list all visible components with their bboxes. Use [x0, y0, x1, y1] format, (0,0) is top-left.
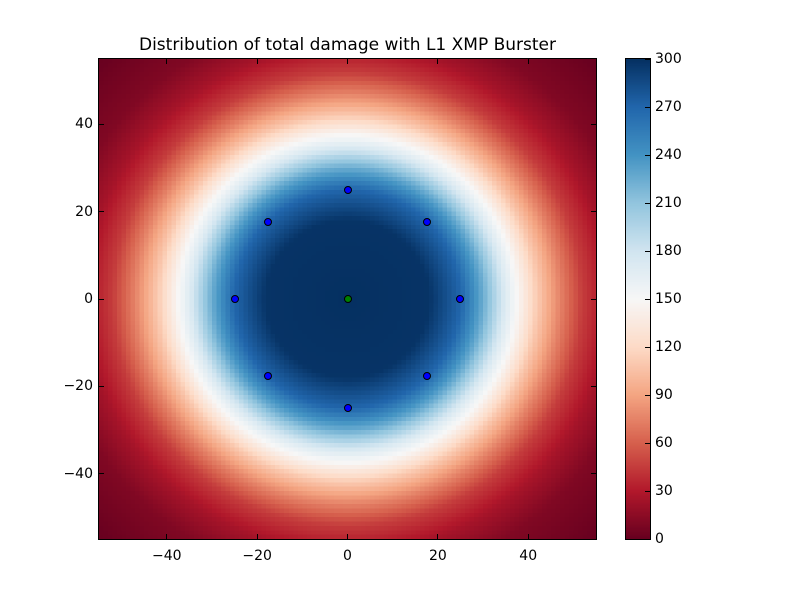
colorbar-tick-mark — [645, 346, 650, 348]
colorbar-tick-mark — [645, 538, 650, 540]
y-tick-mark — [591, 298, 596, 300]
resonator-marker — [263, 372, 272, 381]
colorbar-tick-label: 30 — [655, 483, 673, 499]
colorbar-tick-label: 150 — [655, 291, 682, 307]
x-tick-mark — [256, 59, 258, 64]
y-tick-mark — [591, 123, 596, 125]
colorbar-tick-mark — [645, 106, 650, 108]
colorbar-tick-label: 210 — [655, 195, 682, 211]
y-tick-mark — [99, 298, 104, 300]
x-tick-label: 0 — [343, 548, 352, 564]
x-tick-label: 40 — [519, 548, 538, 564]
resonator-marker — [343, 185, 352, 194]
x-tick-mark — [437, 59, 439, 64]
resonator-marker — [423, 217, 432, 226]
x-tick-mark — [527, 59, 529, 64]
y-tick-mark — [591, 385, 596, 387]
x-tick-mark — [166, 59, 168, 64]
y-tick-mark — [99, 123, 104, 125]
x-tick-mark — [527, 534, 529, 539]
y-tick-label: 40 — [75, 116, 93, 133]
resonator-marker — [343, 404, 352, 413]
x-tick-label: 20 — [428, 548, 447, 564]
colorbar-tick-label: 90 — [655, 387, 673, 403]
colorbar-tick-mark — [645, 442, 650, 444]
resonator-marker — [230, 295, 239, 303]
colorbar-tick-mark — [645, 250, 650, 252]
y-tick-mark — [591, 211, 596, 213]
colorbar-tick-label: 120 — [655, 339, 682, 355]
x-tick-mark — [256, 534, 258, 539]
y-tick-mark — [591, 473, 596, 475]
colorbar-tick-label: 300 — [655, 51, 682, 67]
colorbar-tick-label: 240 — [655, 147, 682, 163]
x-tick-mark — [437, 534, 439, 539]
colorbar-tick-mark — [645, 490, 650, 492]
x-tick-label: −40 — [151, 548, 182, 564]
colorbar-tick-label: 270 — [655, 99, 682, 115]
colorbar-tick-mark — [645, 58, 650, 60]
portal-marker — [343, 295, 352, 303]
colorbar-tick-label: 180 — [655, 243, 682, 259]
y-tick-label: −20 — [63, 378, 93, 395]
colorbar-tick-mark — [645, 394, 650, 396]
y-tick-mark — [99, 473, 104, 475]
heatmap-plot-area — [99, 59, 596, 539]
x-tick-mark — [347, 59, 348, 64]
x-tick-label: −20 — [242, 548, 272, 564]
colorbar-tick-mark — [645, 202, 650, 204]
resonator-marker — [456, 295, 465, 303]
colorbar-tick-mark — [645, 298, 650, 300]
colorbar-tick-label: 60 — [655, 435, 673, 451]
resonator-marker — [423, 372, 432, 381]
y-tick-mark — [99, 385, 104, 387]
x-tick-mark — [347, 534, 348, 539]
chart-title: Distribution of total damage with L1 XMP… — [138, 35, 556, 55]
y-tick-mark — [99, 211, 104, 213]
x-tick-mark — [166, 534, 168, 539]
y-tick-label: 0 — [84, 291, 93, 307]
resonator-marker — [263, 217, 272, 226]
colorbar-tick-mark — [645, 154, 650, 156]
y-tick-label: 20 — [75, 203, 93, 220]
colorbar-tick-label: 0 — [655, 531, 664, 547]
y-tick-label: −40 — [63, 465, 93, 482]
